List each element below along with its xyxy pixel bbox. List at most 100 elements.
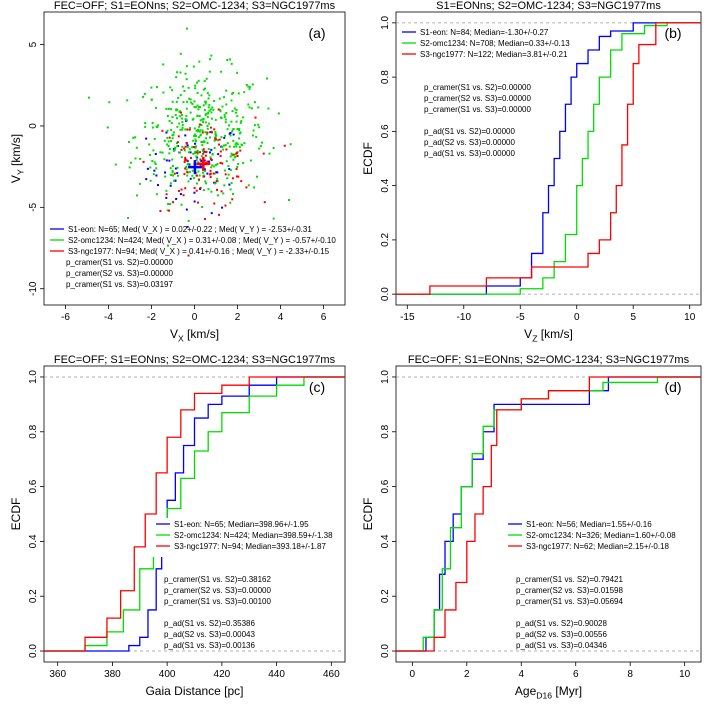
scatter-point-S1-eon <box>145 178 148 181</box>
scatter-point-S3-ngc1977 <box>184 167 187 170</box>
legend-box <box>398 26 548 65</box>
scatter-point-S1-eon <box>228 167 231 170</box>
panel-tag: (a) <box>308 25 325 41</box>
scatter-point-S2-omc1234 <box>165 108 168 111</box>
scatter-point-S3-ngc1977 <box>212 172 215 175</box>
scatter-point-S2-omc1234 <box>226 128 229 131</box>
scatter-point-S2-omc1234 <box>175 76 178 79</box>
legend: S1-eon: N=65; Med( V_X ) = 0.02+/-0.22 ;… <box>50 225 336 256</box>
scatter-point-S2-omc1234 <box>205 133 208 136</box>
scatter-point-S2-omc1234 <box>171 164 174 167</box>
scatter-point-S3-ngc1977 <box>235 168 238 171</box>
scatter-point-S2-omc1234 <box>198 125 201 128</box>
scatter-point-S2-omc1234 <box>236 151 239 154</box>
scatter-point-S2-omc1234 <box>224 144 227 147</box>
scatter-point-S2-omc1234 <box>184 128 187 131</box>
panel-d: FEC=OFF; S1=EONns; S2=OMC-1234; S3=NGC19… <box>361 354 702 701</box>
x-tick-label: 400 <box>159 669 176 680</box>
scatter-point-S2-omc1234 <box>193 151 196 154</box>
scatter-point-S2-omc1234 <box>188 97 191 100</box>
scatter-point-S2-omc1234 <box>191 146 194 149</box>
scatter-point-S2-omc1234 <box>213 146 216 149</box>
scatter-point-S2-omc1234 <box>191 102 194 105</box>
scatter-point-S3-ngc1977 <box>232 153 235 156</box>
scatter-point-S3-ngc1977 <box>184 159 187 162</box>
scatter-point-S1-eon <box>153 169 156 172</box>
scatter-point-S3-ngc1977 <box>180 188 183 191</box>
scatter-point-S2-omc1234 <box>247 85 250 88</box>
scatter-point-S2-omc1234 <box>183 149 186 152</box>
scatter-point-S2-omc1234 <box>152 149 155 152</box>
scatter-point-S2-omc1234 <box>179 71 182 74</box>
scatter-point-S2-omc1234 <box>172 133 175 136</box>
scatter-point-S2-omc1234 <box>203 140 206 143</box>
stat-line: p_cramer(S1 vs. S3)=0.03197 <box>66 280 173 289</box>
scatter-point-S2-omc1234 <box>234 143 237 146</box>
chart-title: FEC=OFF; S1=EONns; S2=OMC-1234; S3=NGC19… <box>408 354 690 366</box>
scatter-point-S3-ngc1977 <box>209 126 212 129</box>
scatter-point-S2-omc1234 <box>206 125 209 128</box>
scatter-point-S2-omc1234 <box>168 148 171 151</box>
y-tick-label: 0.0 <box>380 287 391 301</box>
scatter-point-S2-omc1234 <box>259 145 262 148</box>
scatter-point-S2-omc1234 <box>194 138 197 141</box>
scatter-point-S1-eon <box>169 184 172 187</box>
scatter-point-S2-omc1234 <box>235 141 238 144</box>
scatter-point-S2-omc1234 <box>185 114 188 117</box>
stat-line: p_cramer(S1 vs. S3)=0.00100 <box>164 597 271 606</box>
scatter-point-S2-omc1234 <box>214 118 217 121</box>
scatter-point-S3-ngc1977 <box>184 187 187 190</box>
x-tick-label: 8 <box>627 669 633 680</box>
scatter-point-S3-ngc1977 <box>240 180 243 183</box>
chart-title: FEC=OFF; S1=EONns; S2=OMC-1234; S3=NGC19… <box>54 354 336 366</box>
scatter-point-S2-omc1234 <box>218 97 221 100</box>
scatter-point-S2-omc1234 <box>220 70 223 73</box>
scatter-point-S2-omc1234 <box>223 184 226 187</box>
scatter-point-S2-omc1234 <box>205 77 208 80</box>
scatter-point-S2-omc1234 <box>202 104 205 107</box>
scatter-point-S1-eon <box>175 197 178 200</box>
scatter-point-S2-omc1234 <box>257 106 260 109</box>
scatter-point-S1-eon <box>174 179 177 182</box>
scatter-point-S2-omc1234 <box>208 109 211 112</box>
scatter-point-S2-omc1234 <box>189 111 192 114</box>
scatter-point-S2-omc1234 <box>202 189 205 192</box>
scatter-point-S2-omc1234 <box>167 145 170 148</box>
scatter-point-S3-ngc1977 <box>206 131 209 134</box>
scatter-point-S2-omc1234 <box>166 115 169 118</box>
scatter-point-S2-omc1234 <box>243 142 246 145</box>
scatter-point-S2-omc1234 <box>166 209 169 212</box>
scatter-point-S2-omc1234 <box>170 128 173 131</box>
scatter-point-S3-ngc1977 <box>182 194 185 197</box>
scatter-point-S2-omc1234 <box>221 105 224 108</box>
scatter-point-S2-omc1234 <box>171 89 174 92</box>
scatter-point-S2-omc1234 <box>171 134 174 137</box>
scatter-point-S3-ngc1977 <box>225 148 228 151</box>
scatter-point-S2-omc1234 <box>253 186 256 189</box>
scatter-point-S2-omc1234 <box>233 145 236 148</box>
scatter-point-S2-omc1234 <box>235 111 238 114</box>
scatter-point-S1-eon <box>203 159 206 162</box>
scatter-point-S2-omc1234 <box>170 140 173 143</box>
scatter-point-S2-omc1234 <box>150 86 153 89</box>
scatter-point-S1-eon <box>155 174 158 177</box>
scatter-point-S2-omc1234 <box>258 126 261 129</box>
plot-area <box>87 27 292 257</box>
scatter-point-S2-omc1234 <box>209 58 212 61</box>
legend-entry: S1-eon: N=84; Median=-1.30+/-0.27 <box>420 28 549 37</box>
scatter-point-S2-omc1234 <box>155 86 158 89</box>
x-tick-label: 0 <box>410 669 416 680</box>
scatter-point-S3-ngc1977 <box>186 159 189 162</box>
scatter-point-S2-omc1234 <box>194 150 197 153</box>
scatter-point-S2-omc1234 <box>229 169 232 172</box>
scatter-point-S2-omc1234 <box>198 60 201 63</box>
scatter-point-S2-omc1234 <box>241 143 244 146</box>
scatter-point-S2-omc1234 <box>128 166 131 169</box>
x-tick-label: 4 <box>278 312 284 323</box>
scatter-point-S2-omc1234 <box>181 123 184 126</box>
legend-entry: S2-omc1234: N=708; Median=0.33+/-0.13 <box>420 39 570 48</box>
scatter-point-S2-omc1234 <box>180 117 183 120</box>
legend-entry: S3-ngc1977: N=94; Median=393.18+/-1.87 <box>174 542 326 551</box>
scatter-point-S2-omc1234 <box>248 106 251 109</box>
scatter-point-S2-omc1234 <box>242 116 245 119</box>
